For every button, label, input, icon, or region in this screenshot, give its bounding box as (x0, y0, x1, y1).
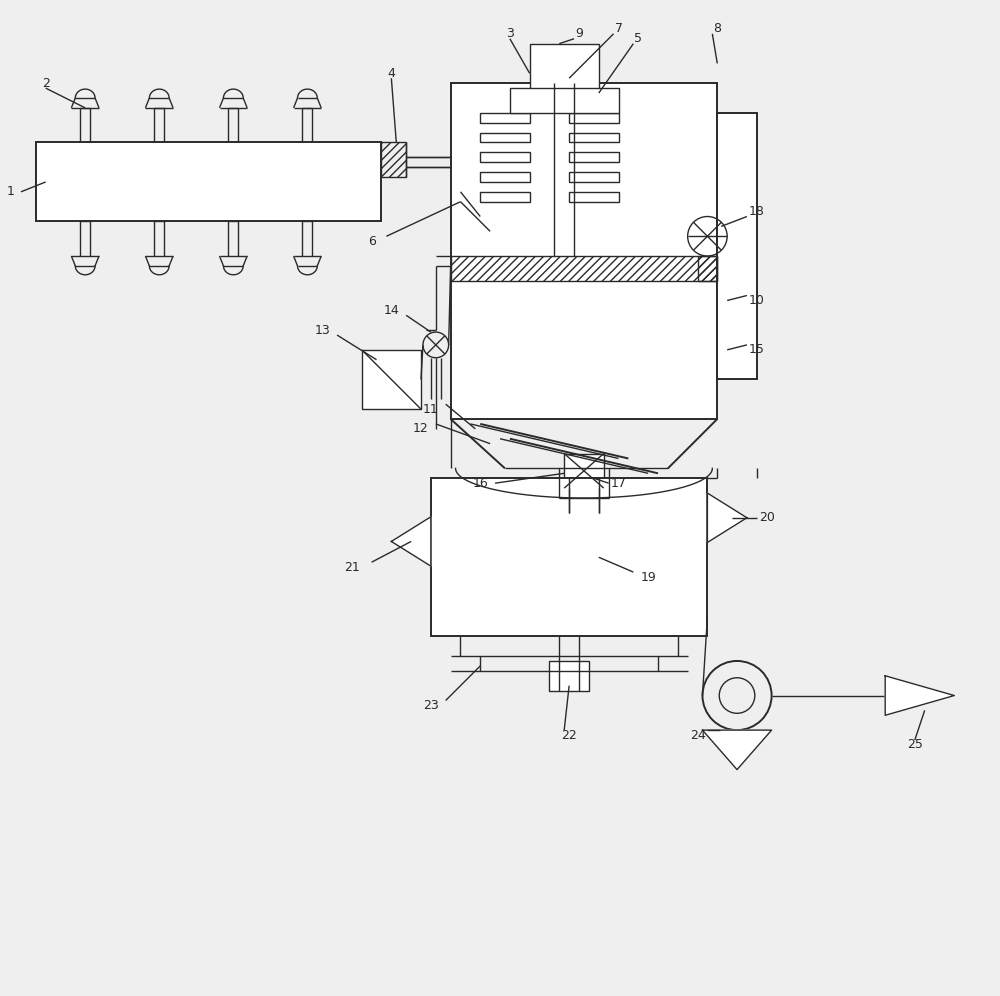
Bar (480, 192, 530, 202)
Text: 16: 16 (472, 477, 488, 490)
Bar (480, 132, 530, 142)
Bar (480, 172, 530, 182)
Text: 11: 11 (423, 402, 439, 415)
Polygon shape (885, 675, 954, 715)
Text: 5: 5 (634, 32, 642, 45)
Bar (451, 84, 717, 419)
Bar (381, 142, 406, 177)
Text: 24: 24 (690, 728, 705, 742)
Bar (362, 350, 421, 409)
Text: 4: 4 (387, 67, 395, 80)
Text: 17: 17 (611, 477, 626, 490)
Polygon shape (702, 730, 772, 770)
Bar (569, 132, 619, 142)
Bar (36, 142, 381, 221)
Text: 7: 7 (615, 22, 623, 36)
Text: 22: 22 (561, 728, 577, 742)
Bar (451, 256, 717, 281)
Text: 13: 13 (314, 324, 330, 337)
Text: 9: 9 (575, 27, 583, 40)
Text: 14: 14 (383, 304, 399, 317)
Bar (510, 88, 619, 113)
Text: 8: 8 (713, 22, 721, 36)
Polygon shape (707, 493, 747, 543)
Bar (564, 453, 604, 488)
Bar (717, 113, 757, 379)
Text: 10: 10 (749, 294, 765, 307)
Bar (480, 152, 530, 162)
Text: 15: 15 (749, 344, 765, 357)
Text: 1: 1 (7, 185, 15, 198)
Bar (569, 172, 619, 182)
Bar (569, 152, 619, 162)
Text: 21: 21 (344, 561, 360, 574)
Text: 6: 6 (368, 235, 376, 248)
Bar (569, 113, 619, 123)
Text: 25: 25 (907, 738, 923, 751)
Polygon shape (391, 517, 431, 566)
Text: 19: 19 (640, 571, 656, 584)
Bar (569, 192, 619, 202)
Text: 12: 12 (413, 422, 429, 435)
Bar (480, 113, 530, 123)
Bar (549, 661, 589, 690)
Text: 18: 18 (749, 205, 765, 218)
Bar (698, 256, 717, 281)
Bar (530, 44, 599, 93)
Text: 2: 2 (42, 77, 50, 90)
Text: 3: 3 (506, 27, 514, 40)
Text: 23: 23 (423, 699, 439, 712)
Bar (431, 478, 707, 636)
Text: 20: 20 (759, 511, 775, 524)
